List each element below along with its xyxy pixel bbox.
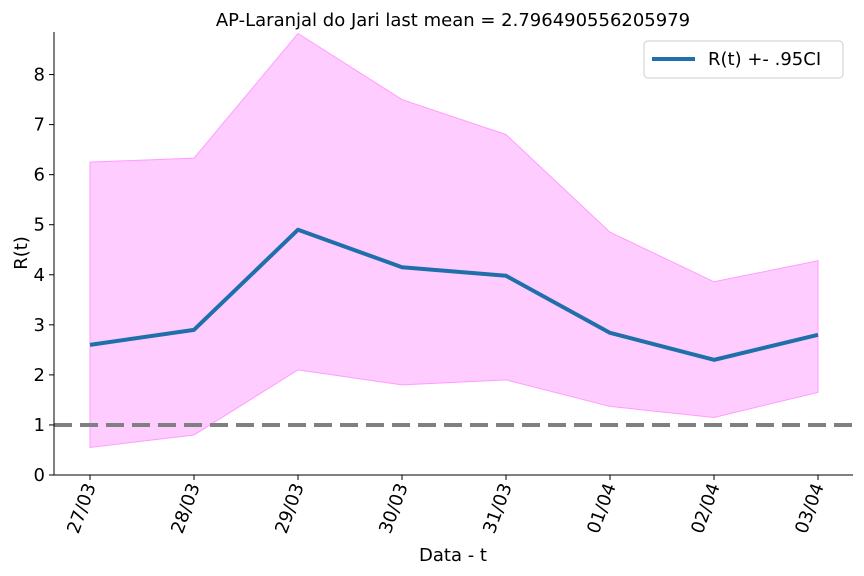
y-tick-label: 4 [34, 265, 45, 286]
x-ticks: 27/03 28/03 29/03 30/03 31/03 01/04 02/04 03/04 [63, 475, 829, 537]
x-tick-label: 02/04 [687, 481, 724, 537]
series-line [89, 227, 819, 362]
y-tick-label: 6 [34, 165, 45, 186]
x-tick-label: 30/03 [375, 481, 412, 537]
y-axis-label: R(t) [11, 236, 32, 270]
x-tick-label: 31/03 [479, 481, 516, 537]
y-tick-label: 7 [34, 115, 45, 136]
x-tick-label: 27/03 [63, 481, 100, 537]
y-tick-label: 5 [34, 215, 45, 236]
y-tick-label: 0 [34, 465, 45, 486]
plot-area [54, 32, 853, 449]
y-ticks: 0 1 2 3 4 5 6 7 8 [34, 65, 54, 486]
x-tick-label: 01/04 [583, 481, 620, 537]
legend-frame [643, 40, 844, 79]
confidence-band [89, 32, 819, 449]
chart-title: AP-Laranjal do Jari last mean = 2.796490… [216, 10, 690, 31]
y-tick-label: 2 [34, 365, 45, 386]
y-tick-label: 1 [34, 415, 45, 436]
x-axis-label: Data - t [419, 545, 487, 566]
x-tick-label: 28/03 [167, 481, 204, 537]
legend-label: R(t) +- .95CI [708, 49, 821, 70]
legend: R(t) +- .95CI [643, 40, 844, 79]
y-tick-label: 8 [34, 65, 45, 86]
x-tick-label: 03/04 [791, 481, 828, 537]
y-tick-label: 3 [34, 315, 45, 336]
x-tick-label: 29/03 [271, 481, 308, 537]
